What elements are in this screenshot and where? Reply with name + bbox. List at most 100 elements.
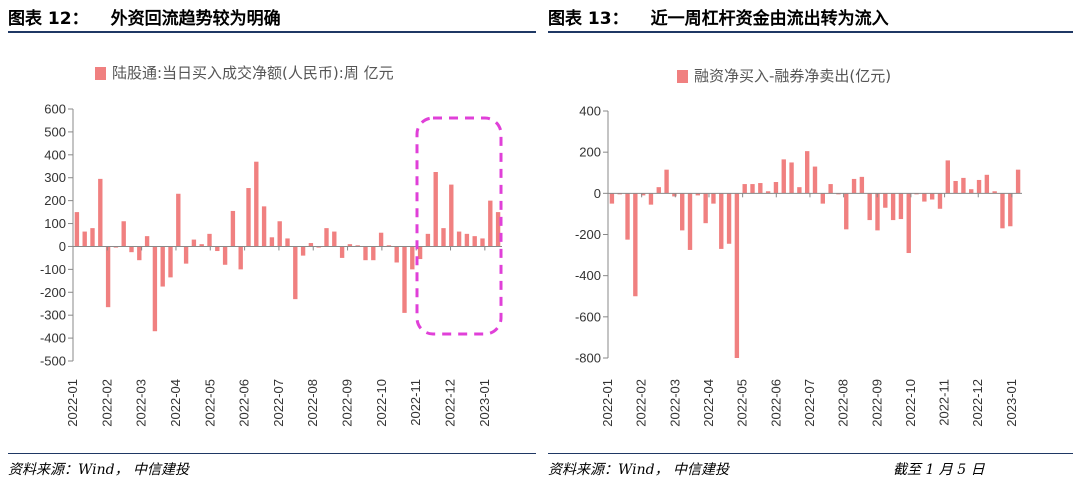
left-x-tick-label: 2022-11	[408, 379, 423, 426]
left-x-tick-label: 2022-01	[65, 379, 80, 427]
right-bar	[789, 162, 794, 194]
right-bar	[906, 193, 911, 254]
left-bar	[308, 243, 314, 247]
left-bar	[410, 246, 415, 270]
right-bar	[890, 193, 896, 221]
right-top-rule	[548, 31, 1073, 33]
left-bar	[222, 246, 228, 265]
left-bar	[90, 228, 95, 247]
left-bar	[238, 246, 243, 270]
left-bar	[449, 184, 454, 247]
right-bar	[742, 184, 747, 194]
left-x-tick-label: 2023-01	[477, 379, 492, 427]
right-y-tick-label: 200	[579, 145, 601, 160]
left-bar	[378, 232, 384, 247]
left-x-tick-label: 2022-10	[374, 379, 389, 427]
right-bar	[781, 159, 786, 194]
left-bar	[152, 246, 158, 332]
right-x-tick-label: 2022-05	[735, 379, 750, 427]
right-bar	[812, 166, 818, 194]
left-y-tick-label: -100	[40, 262, 66, 277]
right-y-tick-label: 400	[579, 104, 601, 119]
left-bar	[293, 246, 298, 300]
right-bar	[976, 179, 982, 194]
left-bar	[386, 245, 392, 247]
left-figure-number: 图表 12：	[8, 9, 89, 29]
right-x-tick-label: 2022-03	[667, 379, 682, 427]
right-figure-number: 图表 13：	[548, 9, 629, 29]
right-x-tick-label: 2023-01	[1004, 379, 1019, 427]
right-bar	[898, 193, 904, 220]
right-x-tick-label: 2022-10	[903, 379, 918, 427]
right-bottom-rule	[548, 453, 1073, 454]
right-bar	[656, 187, 661, 194]
left-bar	[332, 231, 337, 247]
right-bar	[953, 180, 958, 194]
left-source-note: 资料来源：Wind， 中信建投	[8, 462, 190, 478]
right-bar	[961, 177, 966, 194]
right-bar	[929, 193, 935, 200]
left-x-tick-label: 2022-05	[202, 379, 217, 427]
right-figure: 图表 13： 近一周杠杆资金由流出转为流入 融资净买入-融券净卖出(亿元) 400 2…	[540, 0, 1080, 485]
left-bar	[456, 231, 462, 247]
right-date-note: 截至 1 月 5 日	[893, 462, 985, 478]
left-top-rule	[8, 31, 536, 33]
left-bar	[121, 221, 126, 247]
left-y-tick-label: 300	[44, 170, 66, 185]
right-legend-label: 融资净买入-融券净卖出(亿元)	[694, 67, 891, 85]
right-figure-title-text: 近一周杠杆资金由流出转为流入	[650, 9, 889, 29]
left-bar	[347, 244, 353, 247]
left-bar	[441, 228, 446, 247]
right-source-note: 资料来源：Wind， 中信建投	[548, 462, 730, 478]
right-bar	[672, 193, 677, 197]
right-figure-title: 图表 13： 近一周杠杆资金由流出转为流入	[548, 4, 889, 29]
right-bar	[734, 193, 740, 358]
right-bar	[695, 193, 701, 196]
right-bar	[680, 193, 685, 231]
left-bar	[74, 212, 80, 247]
left-bar	[254, 161, 259, 247]
right-bar	[719, 193, 724, 249]
right-bar	[914, 193, 919, 195]
left-bar	[495, 212, 501, 247]
right-bar	[758, 183, 763, 194]
left-legend-swatch	[95, 67, 106, 80]
left-bar-chart: 陆股通:当日买入成交净额(人民币):周 亿元 600 500 400 300 200 100…	[40, 64, 503, 427]
right-x-tick-label: 2022-02	[634, 379, 649, 427]
left-x-tick-label: 2022-04	[168, 379, 183, 427]
left-bar	[285, 238, 290, 247]
left-bar	[371, 246, 376, 261]
right-bar	[922, 193, 927, 202]
left-bar	[355, 245, 360, 247]
right-bar	[883, 193, 888, 208]
left-y-tick-label: 100	[44, 216, 66, 231]
right-x-tick-label: 2022-07	[802, 379, 817, 427]
left-bar	[168, 246, 173, 278]
right-x-tick-label: 2022-08	[836, 379, 851, 427]
left-y-tick-label: -200	[40, 285, 66, 300]
right-bar	[773, 182, 779, 194]
right-bar	[711, 193, 716, 204]
right-x-tick-label: 2022-09	[869, 379, 884, 427]
right-bar	[617, 193, 622, 195]
right-bar	[859, 176, 865, 194]
right-bar	[703, 193, 708, 224]
right-x-tick-label: 2022-11	[937, 379, 952, 426]
left-x-tick-label: 2022-07	[271, 379, 286, 427]
left-bar	[98, 178, 103, 247]
right-bar	[625, 193, 630, 240]
left-y-tick-label: -500	[40, 354, 66, 369]
left-x-tick-label: 2022-06	[237, 379, 252, 427]
right-bar	[648, 193, 654, 205]
right-y-tick-label: -600	[575, 309, 601, 324]
right-bar	[640, 193, 646, 196]
right-bar	[836, 193, 841, 195]
right-y-tick-label: 0	[594, 186, 601, 201]
left-x-tick-label: 2022-12	[443, 379, 458, 427]
left-legend-label: 陆股通:当日买入成交净额(人民币):周 亿元	[112, 64, 394, 82]
left-bottom-rule	[8, 453, 536, 454]
left-y-tick-label: 400	[44, 147, 66, 162]
left-bar	[480, 238, 485, 247]
left-bar	[82, 231, 87, 247]
right-bar	[633, 193, 638, 297]
